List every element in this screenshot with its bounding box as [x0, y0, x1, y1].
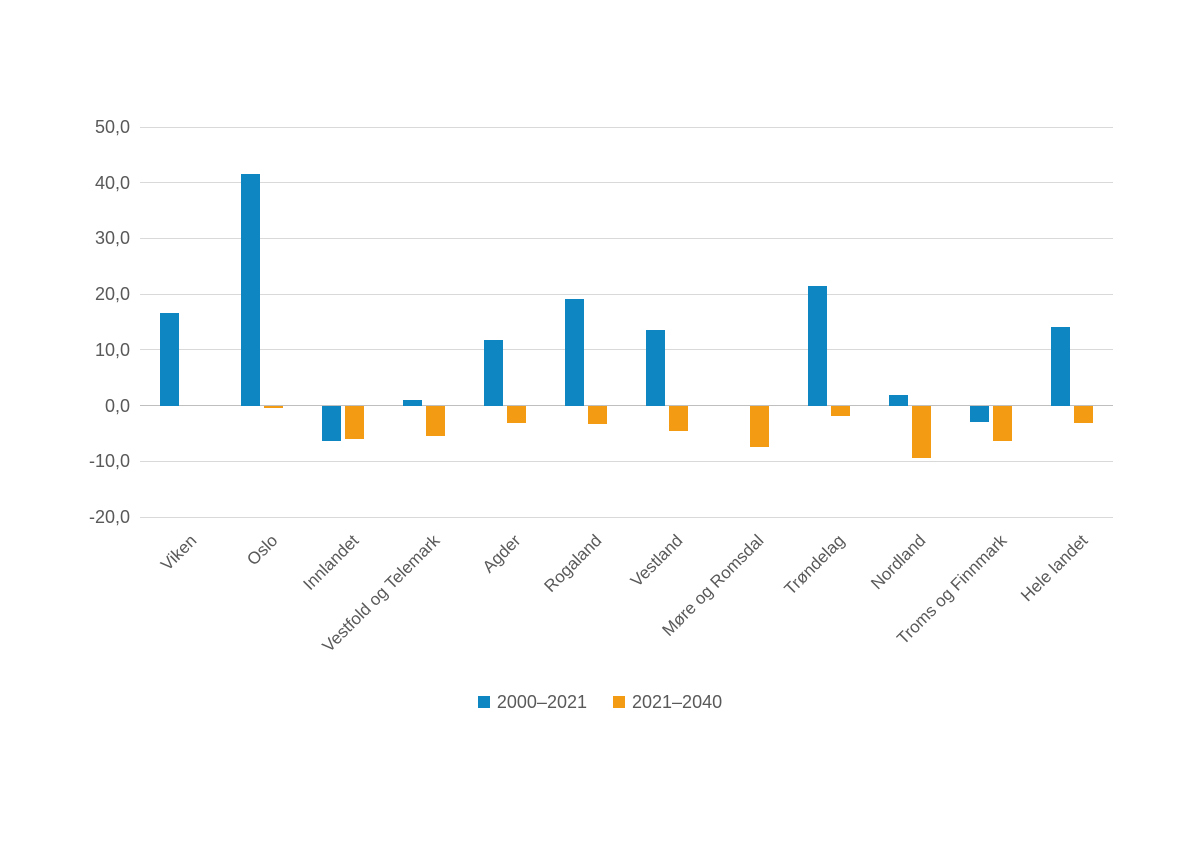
zero-gridline: [140, 405, 1113, 407]
y-axis-tick-label: 0,0: [104, 395, 130, 416]
bar-segment: [1051, 327, 1071, 406]
y-axis-tick-label: 10,0: [94, 339, 130, 360]
bar-segment: [912, 405, 932, 459]
bar-segment: [669, 405, 689, 431]
bar-segment: [889, 394, 909, 406]
bar-segment: [506, 405, 526, 424]
y-axis-tick-label: 50,0: [94, 117, 130, 137]
bar-segment: [970, 405, 990, 422]
gridline: [140, 293, 1113, 295]
y-axis-tick-label: -20,0: [88, 507, 130, 527]
gridline: [140, 237, 1113, 239]
bar-segment: [159, 312, 179, 406]
bar-segment: [321, 405, 341, 441]
y-axis-tick-label: 30,0: [94, 228, 130, 249]
legend-label: 2021–2040: [632, 692, 723, 712]
legend: 2000–2021 2021–2040: [0, 693, 1200, 711]
legend-item: 2000–2021: [477, 692, 587, 712]
bar-segment: [1074, 405, 1094, 424]
y-axis-tick-label: 40,0: [94, 172, 130, 193]
bar-segment: [425, 405, 445, 437]
bar-segment: [750, 405, 770, 448]
bar-segment: [483, 340, 503, 406]
gridline: [140, 516, 1113, 518]
gridline: [140, 182, 1113, 184]
legend-label: 2000–2021: [496, 692, 587, 712]
bar-segment: [402, 400, 422, 406]
legend-swatch-icon: [613, 696, 625, 708]
bar-segment: [831, 405, 851, 416]
gridline: [140, 349, 1113, 351]
gridline: [140, 460, 1113, 462]
gridline: [140, 126, 1113, 128]
bar-segment: [993, 405, 1013, 442]
bar-segment: [240, 174, 260, 406]
bar-segment: [344, 405, 364, 439]
y-axis-tick-label: 20,0: [94, 284, 130, 305]
y-axis-tick-label: -10,0: [88, 451, 130, 472]
bar-segment: [263, 405, 283, 409]
bar-segment: [646, 329, 666, 406]
bar-segment: [564, 298, 584, 406]
legend-swatch-icon: [477, 696, 490, 708]
bar-segment: [587, 405, 607, 424]
bar-segment: [808, 285, 828, 406]
legend-item: 2021–2040: [613, 693, 722, 711]
